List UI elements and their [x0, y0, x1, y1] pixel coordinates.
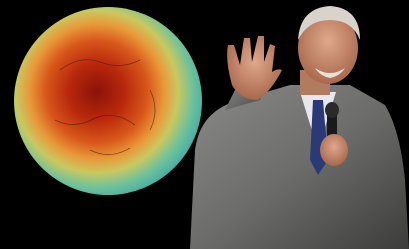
- page: {}: [0, 0, 409, 249]
- microphone-head: [325, 102, 339, 118]
- photo: [0, 0, 409, 249]
- ozone-map: [14, 7, 202, 195]
- hand-holding-mic: [320, 134, 348, 166]
- suit: [190, 85, 409, 249]
- globe: [14, 7, 202, 195]
